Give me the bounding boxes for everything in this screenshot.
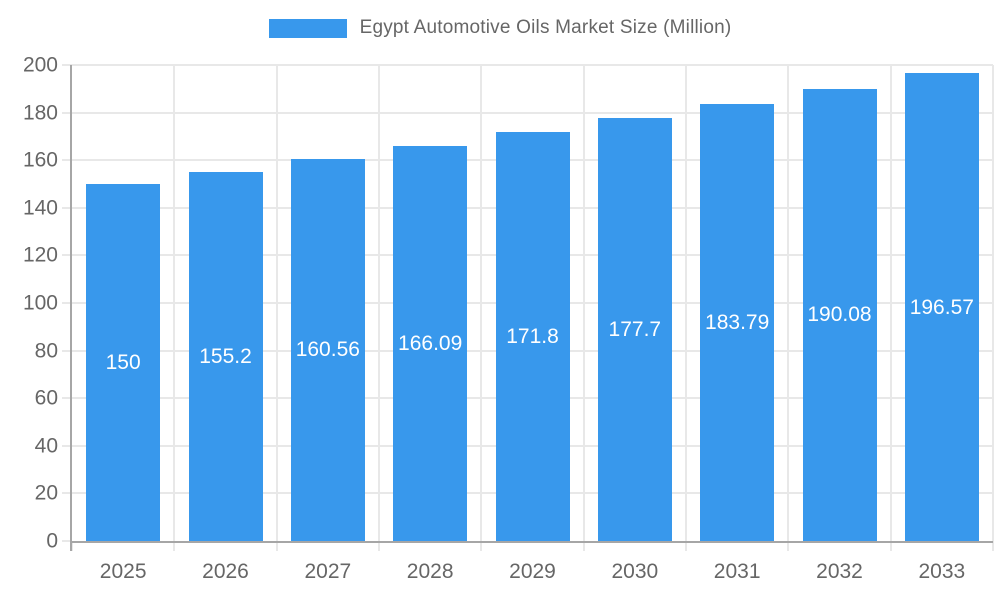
bar-value-label: 177.7: [608, 318, 662, 342]
gridline-vertical: [889, 65, 892, 541]
y-axis-tick-label: 40: [34, 434, 58, 458]
y-axis-tick-mark: [62, 206, 72, 209]
bar-2026[interactable]: 155.2: [188, 171, 263, 541]
y-axis-line: [70, 65, 72, 551]
y-axis-tick-label: 100: [22, 291, 58, 315]
legend-swatch: [268, 18, 347, 38]
bar-value-label: 196.57: [909, 295, 974, 319]
x-axis-tick-label: 2030: [611, 560, 659, 583]
x-axis-tick-mark: [71, 541, 73, 551]
y-axis-tick-label: 0: [46, 529, 58, 553]
x-axis-tick-mark: [378, 541, 380, 551]
x-axis-tick-mark: [787, 541, 790, 551]
y-axis-tick-label: 120: [22, 243, 58, 267]
bar-value-label: 171.8: [506, 325, 559, 349]
gridline-vertical: [685, 65, 687, 541]
bar-value-label: 183.79: [705, 310, 770, 334]
bar-value-label: 150: [105, 351, 141, 374]
y-axis-tick-label: 200: [22, 53, 58, 77]
y-axis-tick-label: 80: [34, 339, 58, 363]
bar-2029[interactable]: 171.8: [495, 132, 570, 541]
y-axis-tick-label: 180: [22, 101, 58, 125]
x-axis-tick-label: 2027: [304, 560, 352, 583]
x-axis-tick-mark: [685, 541, 687, 551]
bar-2030[interactable]: 177.7: [597, 118, 672, 541]
y-axis-tick-mark: [62, 111, 72, 114]
y-axis-tick-label: 60: [34, 386, 58, 410]
x-axis-tick-label: 2029: [509, 560, 556, 583]
y-axis-tick-mark: [62, 397, 72, 400]
gridline-horizontal: [72, 64, 993, 66]
y-axis-tick-label: 20: [34, 481, 58, 505]
x-axis-line: [72, 541, 993, 543]
y-axis-tick-mark: [62, 540, 72, 542]
y-axis-tick-label: 160: [22, 148, 58, 172]
x-axis-tick-label: 2026: [202, 560, 249, 583]
x-axis-tick-mark: [275, 541, 278, 551]
gridline-vertical: [275, 65, 278, 541]
bar-value-label: 155.2: [199, 344, 252, 368]
bar-2027[interactable]: 160.56: [290, 158, 365, 541]
y-axis-tick-label: 140: [22, 196, 58, 220]
x-axis-tick-mark: [582, 541, 585, 551]
x-axis-tick-label: 2028: [406, 560, 454, 583]
gridline-vertical: [480, 65, 483, 541]
legend[interactable]: Egypt Automotive Oils Market Size (Milli…: [0, 17, 1000, 39]
gridline-horizontal: [72, 111, 993, 114]
gridline-vertical: [173, 65, 176, 541]
bar-2028[interactable]: 166.09: [393, 145, 468, 541]
bar-2033[interactable]: 196.57: [904, 73, 979, 541]
gridline-vertical: [992, 65, 994, 541]
bar-2031[interactable]: 183.79: [700, 103, 775, 541]
y-axis-tick-mark: [62, 159, 72, 162]
bar-value-label: 166.09: [398, 331, 463, 355]
x-axis-tick-mark: [992, 541, 994, 551]
x-axis-tick-label: 2033: [918, 560, 966, 583]
y-axis-tick-mark: [62, 444, 72, 447]
bar-value-label: 190.08: [807, 303, 872, 327]
y-axis-tick-mark: [62, 349, 72, 352]
bar-value-label: 160.56: [295, 338, 360, 362]
bar-2025[interactable]: 150: [86, 184, 161, 541]
legend-label: Egypt Automotive Oils Market Size (Milli…: [359, 17, 732, 38]
x-axis-tick-mark: [173, 541, 176, 551]
y-axis-tick-mark: [62, 254, 72, 257]
gridline-vertical: [787, 65, 790, 541]
gridline-vertical: [378, 65, 380, 541]
gridline-vertical: [582, 65, 585, 541]
x-axis-tick-label: 2032: [816, 560, 863, 583]
x-axis-tick-label: 2031: [713, 560, 761, 583]
x-axis-tick-label: 2025: [99, 560, 147, 583]
y-axis-tick-mark: [62, 64, 72, 66]
x-axis-tick-mark: [889, 541, 892, 551]
bar-2032[interactable]: 190.08: [802, 88, 877, 541]
y-axis-tick-mark: [62, 302, 72, 304]
x-axis-tick-mark: [480, 541, 483, 551]
y-axis-tick-mark: [62, 492, 72, 495]
